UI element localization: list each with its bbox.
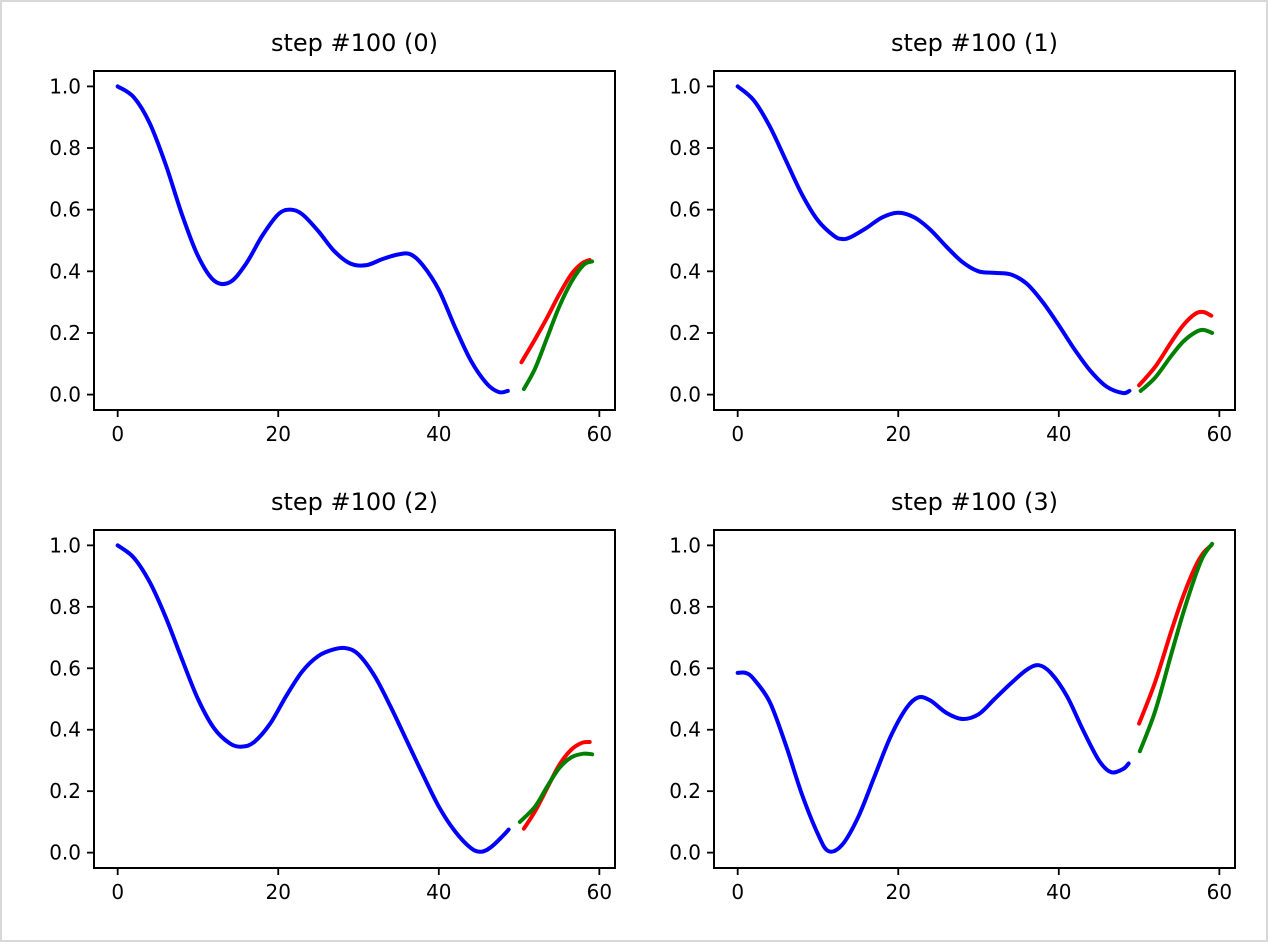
series-green-line xyxy=(1138,327,1215,393)
y-tick-label: 0.6 xyxy=(669,656,701,680)
plot-title: step #100 (0) xyxy=(270,29,439,57)
plot-canvas: 0 20 40 60 0.0 0.2 0.4 0.6 0.8 1.0 xyxy=(669,70,1236,446)
plot-title: step #100 (1) xyxy=(890,29,1059,57)
x-tick-label: 0 xyxy=(111,422,124,446)
series-red-line xyxy=(1137,309,1214,388)
x-tick-label: 0 xyxy=(111,880,124,904)
x-tick-label: 60 xyxy=(587,422,612,446)
series-red-line xyxy=(519,257,592,365)
y-tick-label: 0.0 xyxy=(49,841,81,865)
y-tick-label: 0.2 xyxy=(669,779,701,803)
y-tick-label: 0.2 xyxy=(669,321,701,345)
plot-canvas: 0 20 40 60 0.0 0.2 0.4 0.6 0.8 1.0 xyxy=(49,529,616,904)
y-tick-label: 0.4 xyxy=(49,718,81,742)
y-tick-label: 0.4 xyxy=(669,718,701,742)
y-tick-label: 1.0 xyxy=(669,533,701,557)
axes-frame xyxy=(93,529,616,869)
y-tick-label: 0.4 xyxy=(669,259,701,283)
y-tick-label: 0.4 xyxy=(49,259,81,283)
series-blue-line xyxy=(735,663,1131,854)
series-green-line xyxy=(521,259,595,392)
x-tick-label: 40 xyxy=(1046,880,1071,904)
plot-canvas: 0 20 40 60 0.0 0.2 0.4 0.6 0.8 1.0 xyxy=(669,529,1236,904)
plot-canvas: 0 20 40 60 0.0 0.2 0.4 0.6 0.8 1.0 xyxy=(49,70,616,446)
x-tick-label: 60 xyxy=(1207,422,1232,446)
series-blue-line xyxy=(735,84,1132,396)
x-tick-label: 20 xyxy=(266,422,291,446)
x-tick-label: 40 xyxy=(426,422,451,446)
x-tick-label: 0 xyxy=(731,422,744,446)
y-tick-label: 0.2 xyxy=(49,779,81,803)
series-green-line xyxy=(1137,541,1215,754)
y-tick-label: 0.6 xyxy=(49,656,81,680)
x-tick-label: 40 xyxy=(1046,422,1071,446)
y-tick-label: 0.6 xyxy=(49,198,81,222)
series-blue-line xyxy=(115,84,510,395)
x-tick-label: 0 xyxy=(731,880,744,904)
series-blue-line xyxy=(115,543,511,854)
axes-frame xyxy=(93,70,616,411)
y-tick-label: 0.8 xyxy=(49,595,81,619)
x-tick-label: 20 xyxy=(886,880,911,904)
plot-title: step #100 (3) xyxy=(890,488,1059,516)
x-tick-label: 60 xyxy=(587,880,612,904)
y-tick-label: 0.8 xyxy=(669,595,701,619)
axes-frame xyxy=(713,70,1236,411)
y-tick-label: 0.0 xyxy=(49,383,81,407)
y-tick-label: 1.0 xyxy=(669,74,701,98)
y-tick-label: 1.0 xyxy=(49,533,81,557)
y-tick-label: 0.6 xyxy=(669,198,701,222)
x-tick-label: 20 xyxy=(266,880,291,904)
y-tick-label: 0.2 xyxy=(49,321,81,345)
y-tick-label: 0.0 xyxy=(669,383,701,407)
y-tick-label: 0.8 xyxy=(49,136,81,160)
axes-frame xyxy=(713,529,1236,869)
x-tick-label: 40 xyxy=(426,880,451,904)
series-green-line xyxy=(517,751,595,824)
y-tick-label: 1.0 xyxy=(49,74,81,98)
y-tick-label: 0.0 xyxy=(669,841,701,865)
y-tick-label: 0.8 xyxy=(669,136,701,160)
x-tick-label: 60 xyxy=(1207,880,1232,904)
plot-title: step #100 (2) xyxy=(270,488,439,516)
x-tick-label: 20 xyxy=(886,422,911,446)
